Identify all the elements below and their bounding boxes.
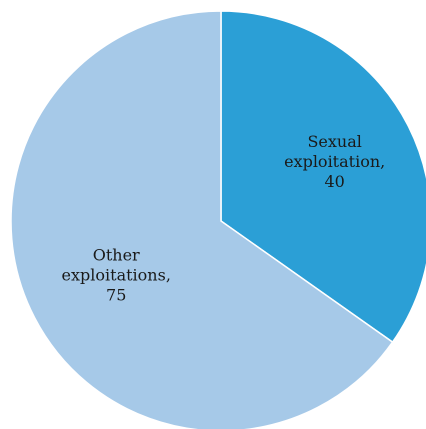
pie-slice-label-line: Other: [93, 245, 140, 264]
pie-slice-label-0: Sexual exploitation, 40: [284, 132, 385, 191]
pie-slice-label-line: exploitations,: [62, 265, 171, 284]
pie-slice-0: [220, 10, 426, 344]
pie-slice-label-1: Other exploitations, 75: [62, 245, 171, 304]
pie-slice-label-line: exploitation,: [284, 152, 385, 171]
pie-slice-label-line: 75: [106, 285, 126, 304]
pie-slice-label-line: Sexual: [307, 132, 361, 151]
pie-labels: Sexual exploitation, 40 Other exploitations,…: [62, 132, 386, 304]
pie-slice-1: [10, 10, 394, 429]
pie-slice-label-line: 40: [324, 172, 344, 191]
pie-slices: [10, 10, 426, 429]
